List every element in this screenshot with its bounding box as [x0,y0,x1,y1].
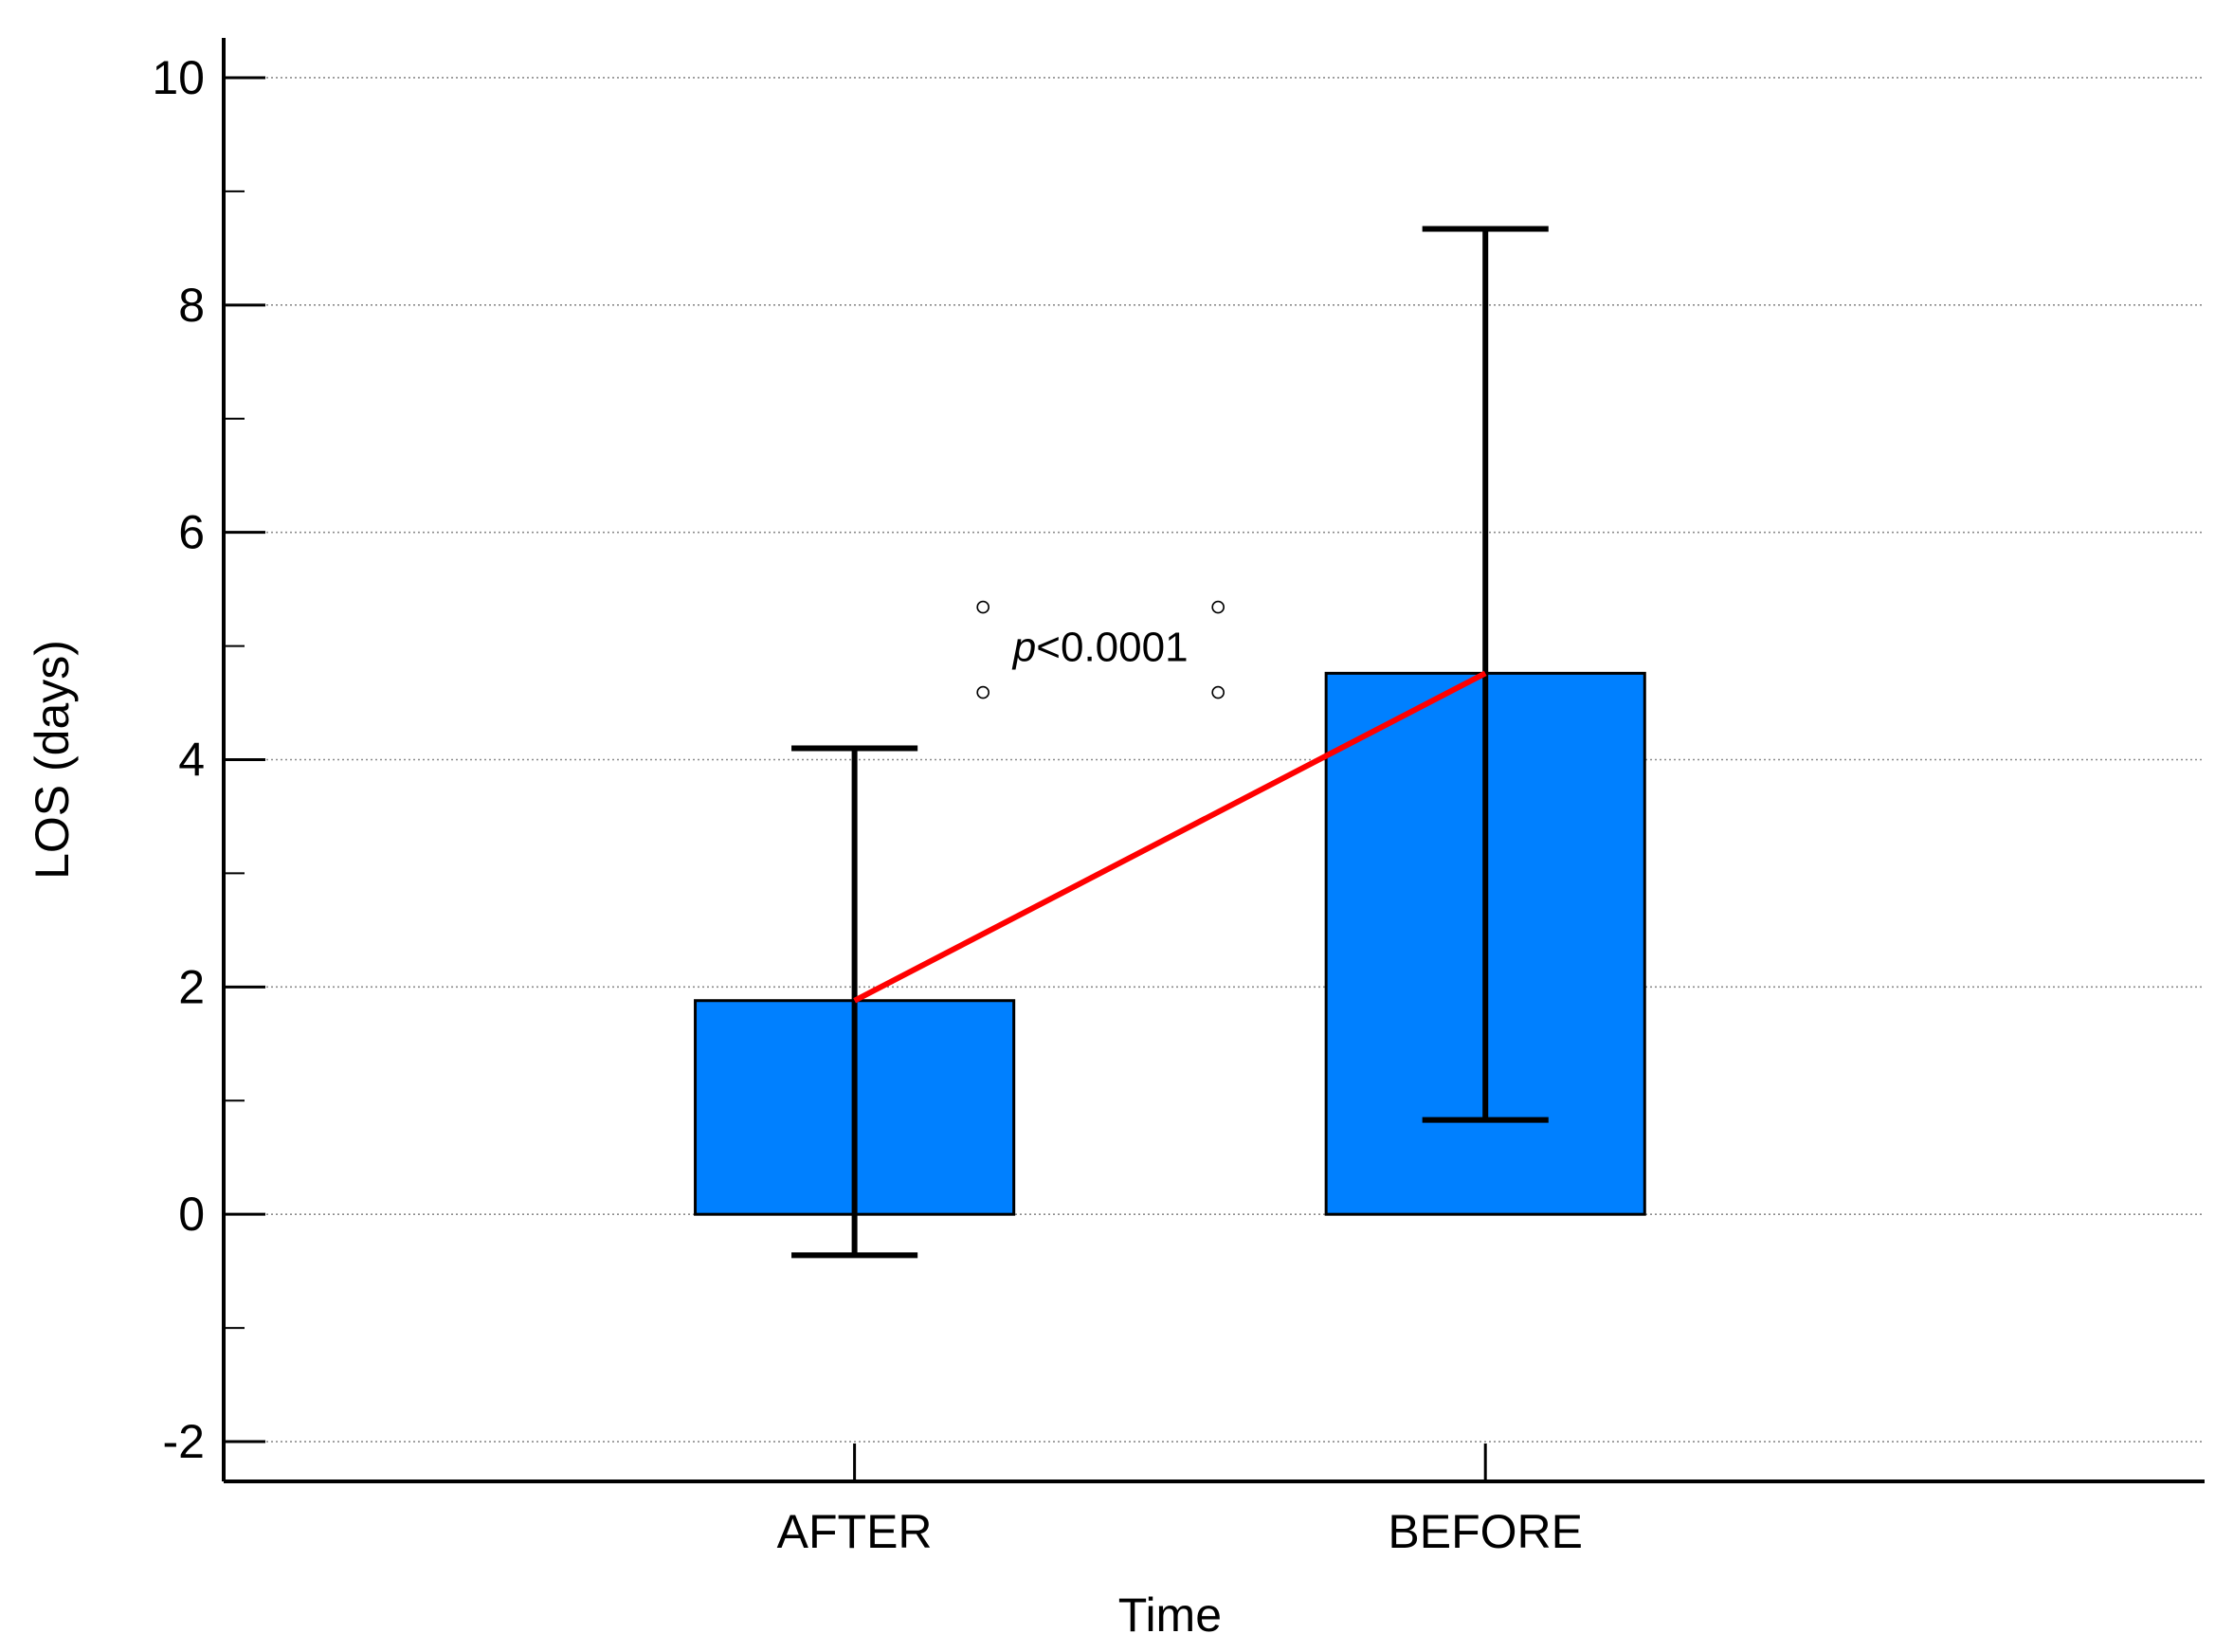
y-tick-label: -2 [163,1415,205,1468]
x-tick-label-after: AFTER [777,1505,933,1558]
selection-handle [1211,600,1225,614]
y-tick-label: 2 [178,960,205,1013]
y-tick-label: 8 [178,279,205,332]
p-value-annotation: p<0.0001 [976,600,1225,699]
x-tick-label-before: BEFORE [1388,1505,1583,1558]
connector-line [853,670,1487,1004]
y-tick-label: 0 [178,1188,205,1241]
y-tick-label: 6 [178,506,205,559]
y-ticks: -2 0 2 4 6 8 10 [152,51,265,1468]
x-axis-title: Time [1118,1588,1222,1642]
y-tick-label: 10 [152,51,205,104]
p-value-italic: p [1011,625,1036,671]
y-tick-label: 4 [178,734,205,787]
y-axis-title: LOS (days) [26,640,79,880]
selection-handle [976,600,989,614]
selection-handle [976,685,989,699]
annotation-selection-handles [976,600,1225,699]
p-value-text: <0.0001 [1036,625,1188,671]
x-ticks: AFTER BEFORE [777,1443,1583,1558]
grid-lines [224,77,2205,1443]
bars [694,671,1646,1216]
connector-lines [853,670,1487,1004]
svg-text:p<0.0001: p<0.0001 [1011,625,1189,671]
selection-handle [1211,685,1225,699]
